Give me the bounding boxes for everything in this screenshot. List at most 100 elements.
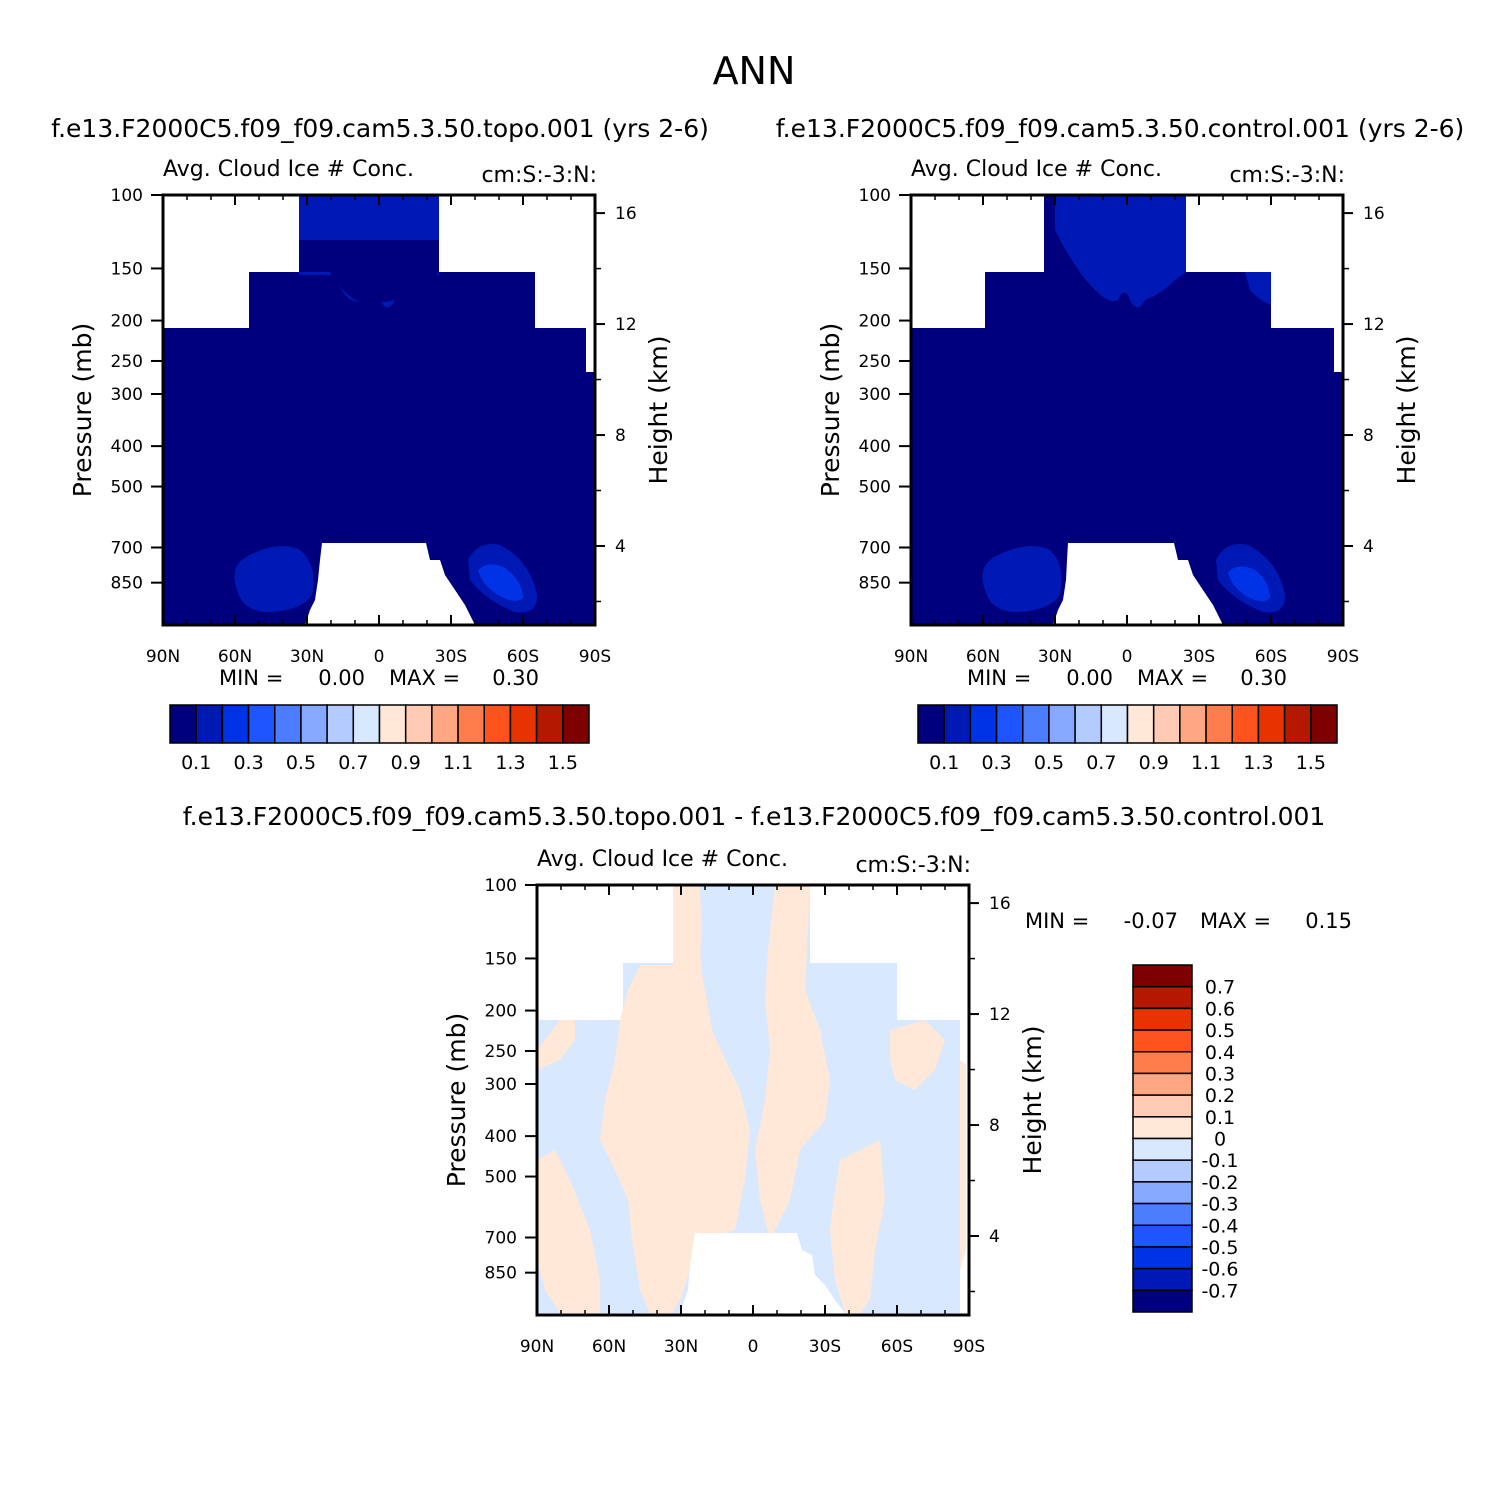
y-right-tick-label: 12 [615, 315, 637, 335]
x-tick-label: 30N [290, 647, 324, 667]
contour-field [911, 195, 1343, 625]
y-right-tick-label: 12 [989, 1005, 1011, 1025]
y-tick-label: 100 [485, 876, 517, 896]
field-region-upper-plume [1055, 195, 1186, 308]
y-right-tick-label: 16 [615, 204, 637, 224]
field-region-upper-right [1245, 272, 1271, 305]
colorbar-box [195, 704, 224, 744]
field-region-upper-lower [299, 240, 439, 303]
x-tick-label: 90N [520, 1337, 554, 1357]
field-region-positive-west [537, 1020, 575, 1070]
stats: MIN = -0.07 MAX = 0.15 [1025, 909, 1352, 933]
colorbar-label: 0.3 [1205, 1063, 1235, 1085]
y-tick-label: 400 [485, 1127, 517, 1147]
colorbar-label: 0.7 [338, 752, 368, 774]
colorbar-box [1132, 1137, 1193, 1161]
stats-min-value: 0.00 [318, 666, 365, 690]
colorbar-label: 0.9 [391, 752, 421, 774]
y-axis-label: Pressure (mb) [816, 323, 845, 497]
y-right-tick-label: 4 [989, 1227, 1000, 1247]
y-tick-label: 300 [485, 1075, 517, 1095]
x-tick-label: 30N [1038, 647, 1072, 667]
x-tick-label: 90S [953, 1337, 985, 1357]
y-right-tick-label: 4 [615, 537, 626, 557]
colorbar-label: -0.5 [1201, 1237, 1238, 1259]
colorbar: 0.1 0.3 0.5 0.7 0.9 1.1 1.3 1.5 [917, 704, 1338, 774]
colorbar-label: 0.9 [1139, 752, 1169, 774]
colorbar-label: -0.6 [1201, 1259, 1238, 1281]
panel-difference: f.e13.F2000C5.f09_f09.cam5.3.50.topo.001… [183, 802, 1352, 1357]
panel-subtitle: Avg. Cloud Ice # Conc. [537, 847, 788, 872]
panel-subtitle: Avg. Cloud Ice # Conc. [911, 157, 1162, 182]
field-region-topography-mask [680, 1233, 845, 1313]
colorbar-box [247, 704, 276, 744]
colorbar-box [1132, 1051, 1193, 1075]
y-tick-label: 400 [859, 437, 891, 457]
y-right-axis-label: Height (km) [1392, 336, 1421, 485]
colorbar-label: 0.5 [1034, 752, 1064, 774]
panel-title: f.e13.F2000C5.f09_f09.cam5.3.50.topo.001… [183, 802, 1326, 831]
colorbar-label: 1.1 [443, 752, 473, 774]
plot-frame: 90N 60N 30N 0 30S 60S 90S 100 150 200 250 300 400 500… [68, 186, 673, 667]
contour-field [163, 195, 595, 625]
field-region-blob-east-core [478, 564, 523, 601]
panel-title: f.e13.F2000C5.f09_f09.cam5.3.50.control.… [776, 114, 1465, 143]
colorbar-box [352, 704, 381, 744]
y-tick-label: 300 [111, 385, 143, 405]
stats-max-label: MAX = [1200, 909, 1271, 933]
colorbar: 0.70.60.50.40.30.20.10-0.1-0.2-0.3-0.4-0… [1132, 964, 1239, 1313]
stats-min-value: 0.00 [1066, 666, 1113, 690]
stats: MIN = 0.00 MAX = 0.30 [967, 666, 1287, 690]
x-tick-label: 30S [1183, 647, 1215, 667]
colorbar-label: 1.1 [1191, 752, 1221, 774]
x-tick-label: 0 [1122, 647, 1133, 667]
stats-max-label: MAX = [1137, 666, 1208, 690]
y-tick-label: 100 [111, 186, 143, 206]
field-region-positive-southwest [537, 1150, 600, 1313]
colorbar-box [1231, 704, 1260, 744]
colorbar-box [300, 704, 328, 744]
field-region-column [1334, 372, 1343, 625]
colorbar-box [509, 704, 538, 744]
colorbar-box [1132, 1094, 1193, 1118]
panel-units: cm:S:-3:N: [481, 163, 597, 188]
field-region-blob-east-core [1228, 566, 1270, 602]
colorbar-label: 1.3 [495, 752, 525, 774]
colorbar-label: 0.5 [1205, 1020, 1235, 1042]
y-right-tick-label: 12 [1363, 315, 1385, 335]
field-region-positive-upper-right [755, 885, 830, 1240]
stats-max-value: 0.30 [1240, 666, 1287, 690]
colorbar-box [1310, 704, 1338, 744]
x-tick-label: 90N [894, 647, 928, 667]
colorbar-label: 1.5 [1296, 752, 1326, 774]
y-tick-label: 850 [859, 574, 891, 594]
stats-min-label: MIN = [967, 666, 1031, 690]
colorbar-box [1132, 1116, 1193, 1140]
y-tick-label: 100 [859, 186, 891, 206]
colorbar-box [1257, 704, 1286, 744]
y-tick-label: 500 [859, 478, 891, 498]
plot-frame: 90N 60N 30N 0 30S 60S 90S 100 150 200 250 300 400 500… [442, 876, 1047, 1357]
panel-subtitle: Avg. Cloud Ice # Conc. [163, 157, 414, 182]
colorbar-box [1132, 1181, 1193, 1205]
colorbar-box [221, 704, 250, 744]
colorbar-label: 0 [1214, 1129, 1226, 1151]
stats: MIN = 0.00 MAX = 0.30 [219, 666, 539, 690]
x-tick-label: 90S [579, 647, 611, 667]
y-tick-label: 150 [859, 259, 891, 279]
field-region-topography-mask [305, 543, 475, 625]
field-region-column [586, 372, 595, 625]
colorbar-box [1132, 1007, 1193, 1031]
colorbar-box [1179, 704, 1207, 744]
y-tick-label: 700 [485, 1228, 517, 1248]
stats-min-label: MIN = [219, 666, 283, 690]
y-tick-label: 850 [485, 1264, 517, 1284]
colorbar-box [1132, 985, 1193, 1010]
y-tick-label: 250 [111, 352, 143, 372]
y-tick-label: 200 [485, 1002, 517, 1022]
panel-units: cm:S:-3:N: [1229, 163, 1345, 188]
x-tick-label: 60S [881, 1337, 913, 1357]
panel-topo: f.e13.F2000C5.f09_f09.cam5.3.50.topo.001… [51, 114, 709, 774]
stats-min-value: -0.07 [1124, 909, 1178, 933]
x-tick-label: 90S [1327, 647, 1359, 667]
